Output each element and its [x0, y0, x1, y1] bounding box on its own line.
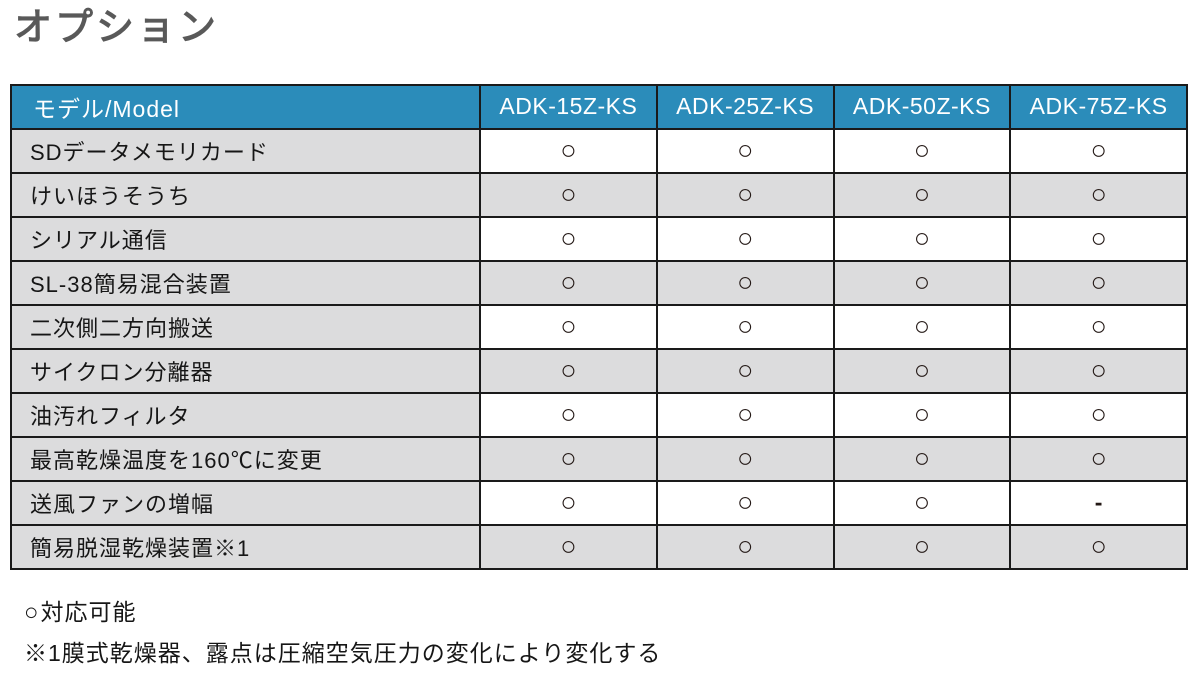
availability-circle-mark: ○ — [1009, 347, 1188, 394]
availability-circle-mark: ○ — [479, 391, 658, 438]
column-header-adk-75z-ks: ADK-75Z-KS — [1009, 83, 1188, 130]
column-header-adk-50z-ks: ADK-50Z-KS — [832, 83, 1012, 130]
table-row: 簡易脱湿乾燥装置※1 ○ ○ ○ ○ — [10, 523, 1188, 570]
availability-circle-mark: ○ — [479, 523, 658, 570]
table-row: けいほうそうち ○ ○ ○ ○ — [10, 171, 1188, 218]
availability-circle-mark: ○ — [479, 347, 658, 394]
availability-circle-mark: ○ — [655, 127, 835, 174]
column-header-model-label: モデル/Model — [10, 83, 481, 130]
availability-circle-mark: ○ — [479, 215, 658, 262]
availability-circle-mark: ○ — [832, 259, 1012, 306]
table-row: 二次側二方向搬送 ○ ○ ○ ○ — [10, 303, 1188, 350]
availability-circle-mark: ○ — [479, 303, 658, 350]
availability-circle-mark: ○ — [1009, 435, 1188, 482]
availability-circle-mark: ○ — [1009, 171, 1188, 218]
availability-circle-mark: ○ — [479, 171, 658, 218]
availability-circle-mark: ○ — [1009, 303, 1188, 350]
table-header-row: モデル/Model ADK-15Z-KS ADK-25Z-KS ADK-50Z-KS A… — [10, 83, 1188, 130]
table-row: 最高乾燥温度を160℃に変更 ○ ○ ○ ○ — [10, 435, 1188, 482]
column-header-adk-25z-ks: ADK-25Z-KS — [655, 83, 835, 130]
availability-circle-mark: ○ — [479, 259, 658, 306]
options-table: モデル/Model ADK-15Z-KS ADK-25Z-KS ADK-50Z-KS A… — [10, 83, 1188, 570]
availability-circle-mark: ○ — [655, 391, 835, 438]
row-label: シリアル通信 — [10, 215, 481, 262]
availability-circle-mark: ○ — [1009, 215, 1188, 262]
row-label: 送風ファンの増幅 — [10, 479, 481, 526]
column-header-adk-15z-ks: ADK-15Z-KS — [479, 83, 658, 130]
availability-circle-mark: ○ — [832, 347, 1012, 394]
availability-circle-mark: ○ — [655, 215, 835, 262]
availability-circle-mark: ○ — [655, 347, 835, 394]
table-row: SDデータメモリカード ○ ○ ○ ○ — [10, 127, 1188, 174]
availability-circle-mark: ○ — [832, 303, 1012, 350]
availability-circle-mark: ○ — [479, 435, 658, 482]
availability-circle-mark: ○ — [1009, 391, 1188, 438]
availability-circle-mark: ○ — [832, 523, 1012, 570]
availability-circle-mark: ○ — [1009, 259, 1188, 306]
table-row: SL-38簡易混合装置 ○ ○ ○ ○ — [10, 259, 1188, 306]
page-title: オプション — [14, 7, 220, 49]
availability-circle-mark: ○ — [655, 259, 835, 306]
availability-circle-mark: ○ — [655, 303, 835, 350]
row-label: 二次側二方向搬送 — [10, 303, 481, 350]
availability-circle-mark: ○ — [655, 479, 835, 526]
table-row: 油汚れフィルタ ○ ○ ○ ○ — [10, 391, 1188, 438]
table-row: シリアル通信 ○ ○ ○ ○ — [10, 215, 1188, 262]
availability-circle-mark: ○ — [479, 479, 658, 526]
circle-mark-icon: ○ — [24, 598, 40, 626]
availability-circle-mark: ○ — [832, 435, 1012, 482]
row-label: 油汚れフィルタ — [10, 391, 481, 438]
availability-circle-mark: ○ — [1009, 523, 1188, 570]
row-label: けいほうそうち — [10, 171, 481, 218]
legend-text: 対応可能 — [40, 598, 137, 625]
availability-circle-mark: ○ — [655, 171, 835, 218]
table-row: サイクロン分離器 ○ ○ ○ ○ — [10, 347, 1188, 394]
row-label: 簡易脱湿乾燥装置※1 — [10, 523, 481, 570]
availability-circle-mark: ○ — [832, 215, 1012, 262]
availability-circle-mark: ○ — [1009, 127, 1188, 174]
row-label: SDデータメモリカード — [10, 127, 481, 174]
availability-circle-mark: ○ — [832, 171, 1012, 218]
availability-circle-mark: ○ — [832, 127, 1012, 174]
row-label: 最高乾燥温度を160℃に変更 — [10, 435, 481, 482]
table-row: 送風ファンの増幅 ○ ○ ○ - — [10, 479, 1188, 526]
availability-circle-mark: ○ — [832, 391, 1012, 438]
availability-circle-mark: ○ — [655, 435, 835, 482]
row-label: SL-38簡易混合装置 — [10, 259, 481, 306]
availability-circle-mark: ○ — [479, 127, 658, 174]
legend: ○対応可能 — [24, 597, 1188, 628]
availability-dash-mark: - — [1009, 479, 1188, 526]
row-label: サイクロン分離器 — [10, 347, 481, 394]
availability-circle-mark: ○ — [655, 523, 835, 570]
footnote: ※1膜式乾燥器、露点は圧縮空気圧力の変化により変化する — [24, 639, 662, 666]
availability-circle-mark: ○ — [832, 479, 1012, 526]
